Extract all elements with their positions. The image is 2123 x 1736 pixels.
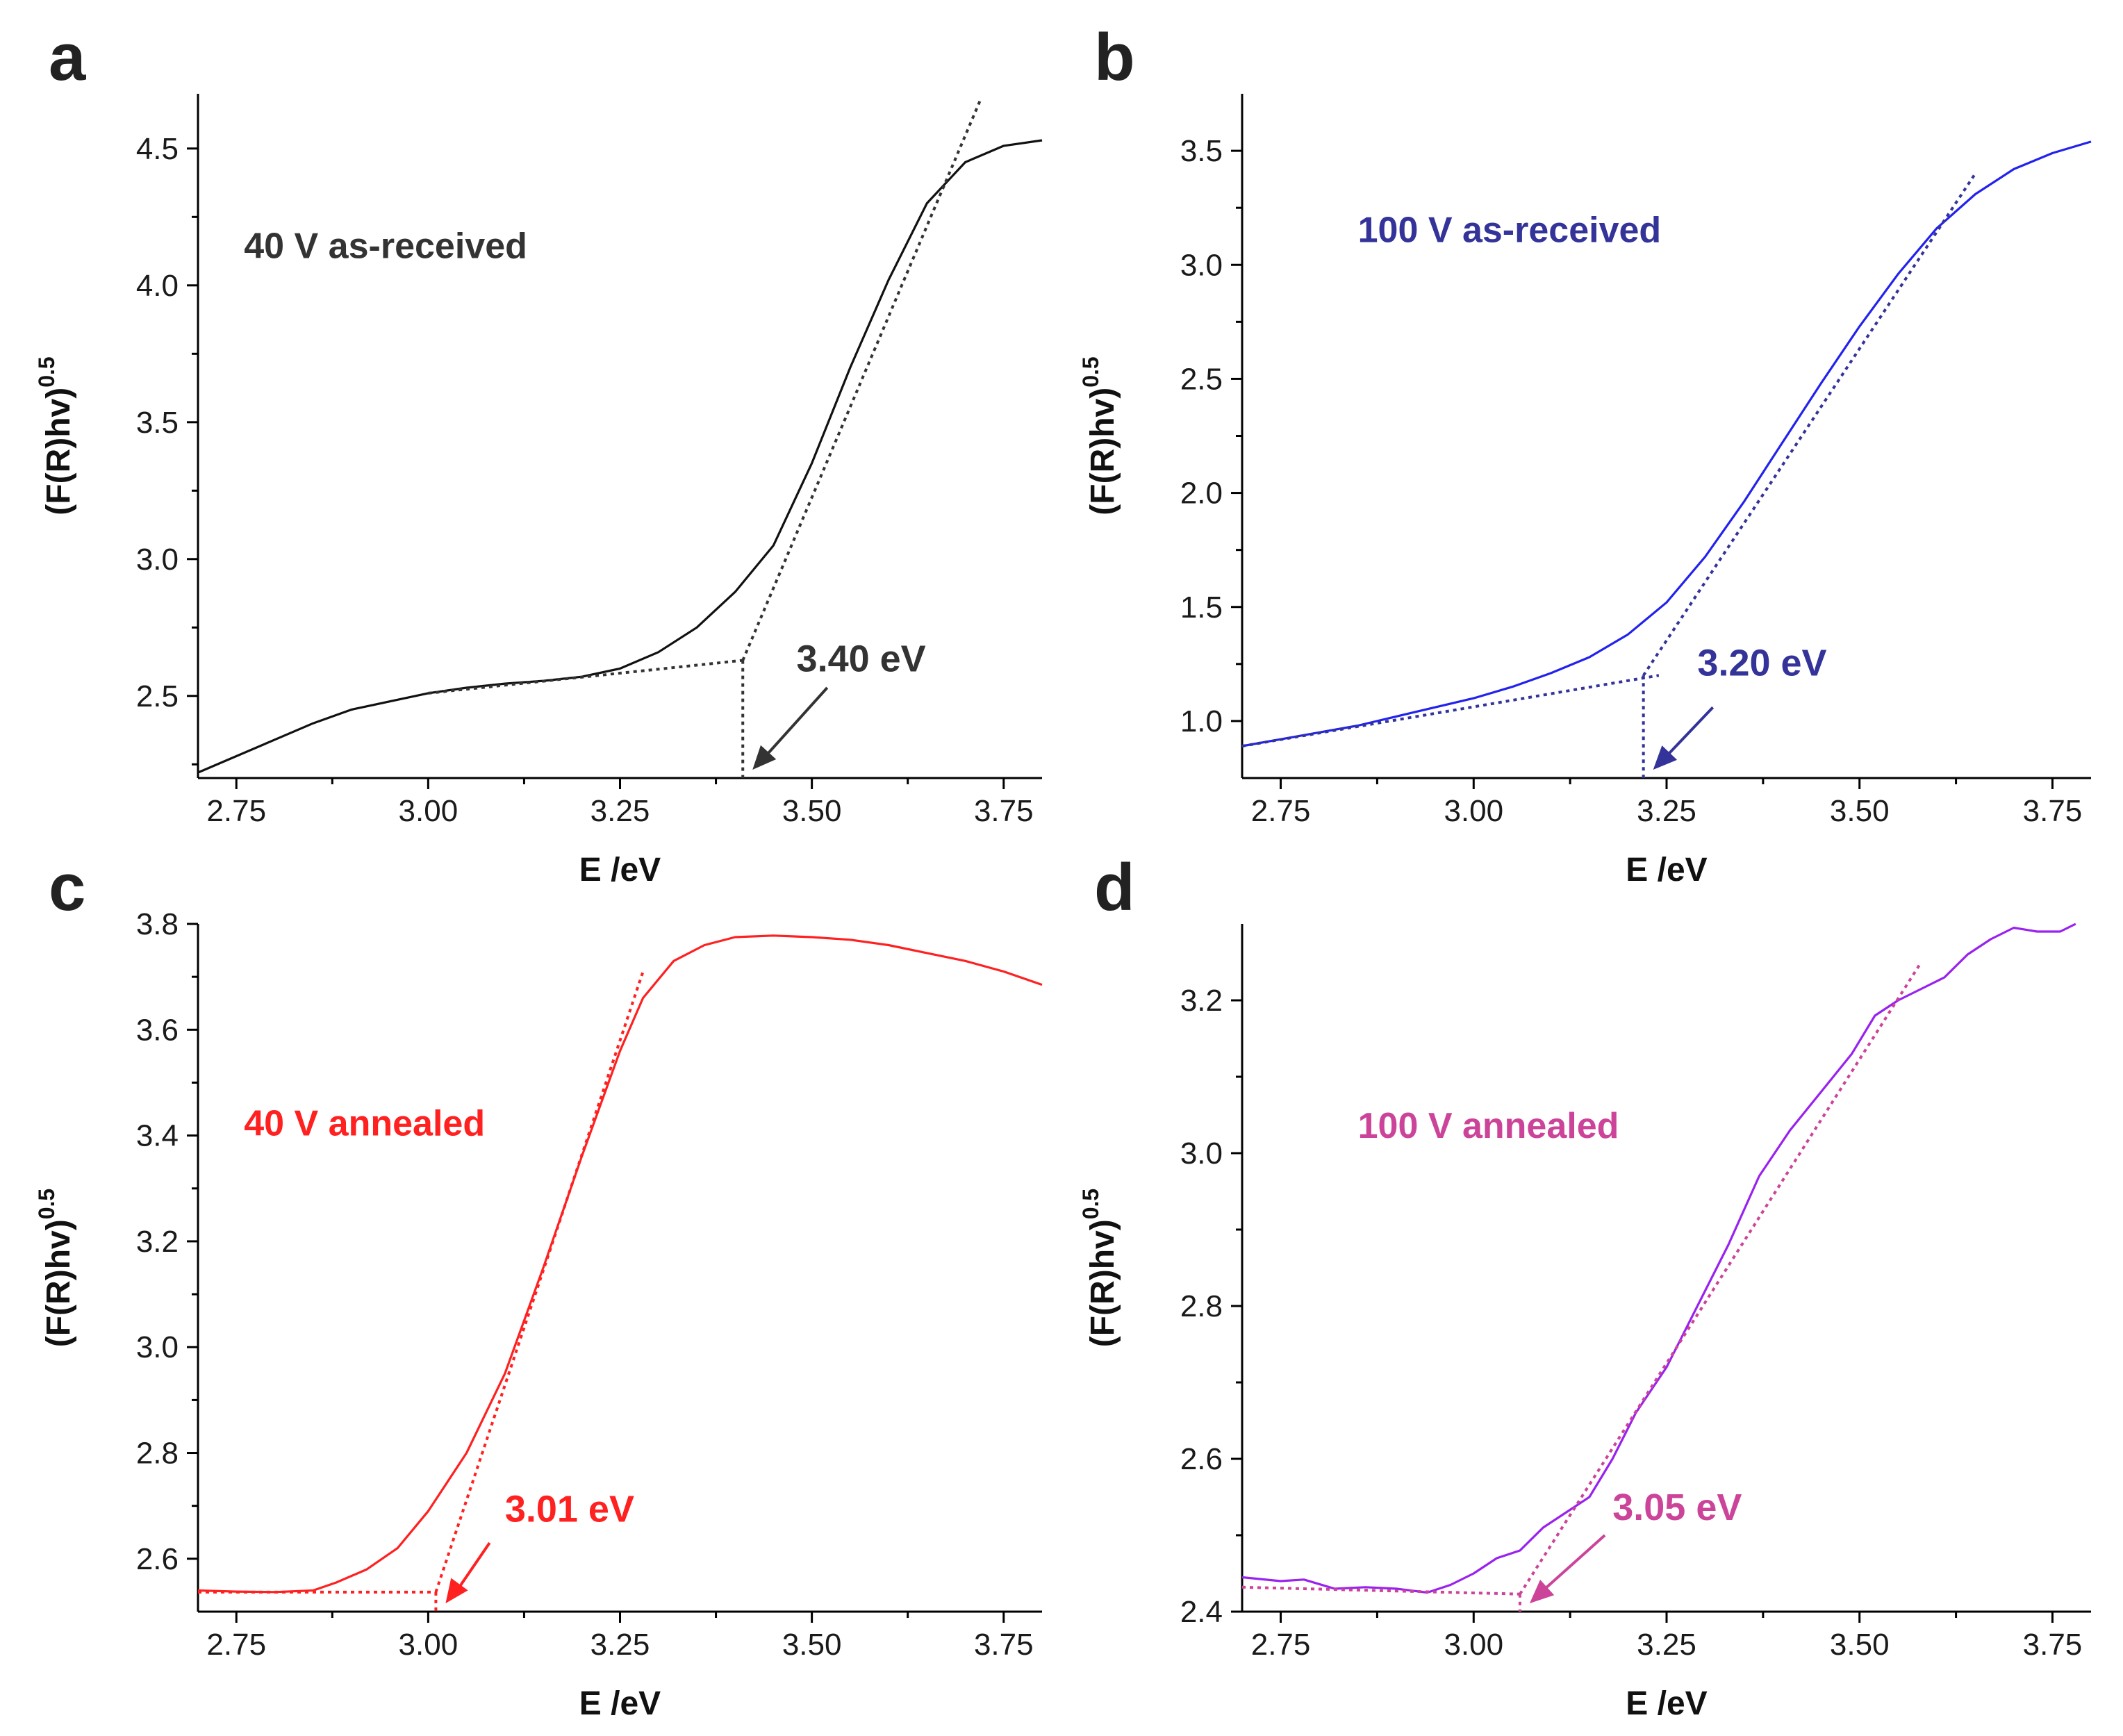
bandgap-value-label: 3.01 eV — [505, 1489, 634, 1530]
x-axis-label: E /eV — [1626, 1685, 1707, 1722]
sample-annotation: 40 V as-received — [244, 226, 527, 266]
x-tick-label: 3.75 — [974, 1628, 1034, 1662]
x-tick-label: 3.75 — [974, 794, 1034, 828]
bandgap-arrow-shaft — [1660, 706, 1715, 763]
y-tick-label: 3.6 — [136, 1013, 179, 1047]
panel-c: c 2.75 3.00 3.25 3.50 3.75 2.6 2.8 3.0 3.2 3.4 3.6 3… — [34, 850, 1043, 1722]
sample-annotation: 100 V as-received — [1358, 210, 1662, 250]
y-tick-label: 3.4 — [136, 1119, 179, 1153]
y-axis-label: (F(R)hv)0.5 — [34, 356, 77, 515]
y-tick-label: 2.4 — [1180, 1595, 1223, 1629]
bandgap-arrow-head — [1653, 745, 1678, 770]
panel-d: d 2.75 3.00 3.25 3.50 3.75 2.4 2.6 2.8 3.0 3.2 E /e… — [1078, 850, 2091, 1722]
tangent-fit-line — [1642, 172, 1977, 677]
x-tick-label: 3.25 — [590, 794, 650, 828]
y-axis-label: (F(R)hv)0.5 — [1078, 356, 1121, 515]
bandgap-value-label: 3.20 eV — [1697, 642, 1826, 684]
y-axis-label-main: (F(R)hv) — [40, 388, 77, 515]
data-series-line — [197, 139, 1043, 774]
tangent-fit-line — [1519, 961, 1923, 1595]
data-series-line — [197, 934, 1043, 1594]
y-tick-label: 3.5 — [136, 406, 179, 440]
x-tick-label: 3.50 — [782, 1628, 842, 1662]
y-tick-label: 2.6 — [136, 1542, 179, 1576]
y-tick-label: 2.5 — [1180, 362, 1223, 396]
panel-letter: c — [49, 850, 85, 925]
x-tick-label: 3.75 — [2023, 794, 2083, 828]
tangent-fit-line — [434, 970, 645, 1593]
y-axis-label-main: (F(R)hv) — [1084, 1219, 1121, 1347]
y-tick-label: 3.0 — [136, 543, 179, 577]
y-tick-label: 2.5 — [136, 679, 179, 713]
x-tick-label: 3.25 — [1637, 794, 1696, 828]
x-tick-label: 3.00 — [399, 1628, 459, 1662]
y-tick-label: 3.0 — [1180, 1136, 1223, 1171]
panel-letter: b — [1094, 20, 1135, 94]
y-tick-label: 4.0 — [136, 269, 179, 303]
y-axis-label-superscript: 0.5 — [1078, 356, 1103, 387]
y-tick-label: 1.0 — [1180, 704, 1223, 738]
x-axis-label: E /eV — [579, 852, 661, 888]
data-series-line — [1241, 140, 2092, 747]
x-axis-label: E /eV — [1626, 852, 1707, 888]
y-axis-label-main: (F(R)hv) — [40, 1219, 77, 1347]
x-tick-label: 3.00 — [399, 794, 459, 828]
bandgap-arrow-head — [752, 745, 777, 770]
sample-annotation: 100 V annealed — [1358, 1106, 1619, 1146]
x-tick-label: 3.25 — [1637, 1628, 1696, 1662]
y-axis-label-main: (F(R)hv) — [1084, 388, 1121, 515]
panel-letter: a — [49, 20, 86, 94]
y-tick-label: 2.8 — [1180, 1289, 1223, 1323]
y-tick-label: 2.8 — [136, 1437, 179, 1471]
baseline-fit-line — [1241, 674, 1660, 748]
y-tick-label: 3.8 — [136, 907, 179, 941]
y-axis-label-superscript: 0.5 — [1078, 1189, 1103, 1219]
tangent-fit-line — [741, 99, 982, 661]
y-axis-label: (F(R)hv)0.5 — [34, 1189, 77, 1347]
y-tick-label: 2.0 — [1180, 477, 1223, 511]
y-tick-label: 3.2 — [1180, 984, 1223, 1018]
x-tick-label: 3.25 — [590, 1628, 650, 1662]
y-axis-label-superscript: 0.5 — [34, 1189, 59, 1219]
x-tick-label: 2.75 — [206, 794, 266, 828]
bandgap-arrow-shaft — [759, 686, 829, 763]
x-tick-label: 3.75 — [2023, 1628, 2083, 1662]
x-tick-label: 3.00 — [1444, 794, 1503, 828]
panel-a: a 2.75 3.00 3.25 3.50 3.75 2.5 3.0 3.5 4.0 4.5 E /e… — [34, 20, 1043, 888]
x-tick-label: 2.75 — [206, 1628, 266, 1662]
x-axis-label: E /eV — [579, 1685, 661, 1722]
x-tick-label: 3.50 — [782, 794, 842, 828]
baseline-fit-line — [1241, 1585, 1520, 1596]
sample-annotation: 40 V annealed — [244, 1104, 485, 1144]
bandgap-value-label: 3.40 eV — [797, 638, 926, 679]
bandgap-value-label: 3.05 eV — [1612, 1487, 1742, 1528]
x-tick-label: 3.50 — [1830, 1628, 1890, 1662]
bandgap-arrow-head — [445, 1578, 468, 1603]
panel-letter: d — [1094, 850, 1135, 925]
x-tick-label: 2.75 — [1251, 1628, 1311, 1662]
data-series-line — [1241, 923, 2076, 1594]
bandgap-arrow-head — [1529, 1580, 1555, 1603]
y-tick-label: 3.2 — [136, 1225, 179, 1259]
x-tick-label: 3.50 — [1830, 794, 1890, 828]
y-tick-label: 3.5 — [1180, 134, 1223, 168]
y-tick-label: 3.0 — [1180, 248, 1223, 282]
bandgap-arrow-shaft — [1537, 1534, 1606, 1596]
y-axis-label: (F(R)hv)0.5 — [1078, 1189, 1121, 1347]
y-tick-label: 2.6 — [1180, 1442, 1223, 1476]
y-tick-label: 3.0 — [136, 1330, 179, 1364]
y-tick-label: 1.5 — [1180, 590, 1223, 625]
panel-b: b 2.75 3.00 3.25 3.50 3.75 1.0 1.5 2.0 2.5 3.0 3.5 E… — [1078, 20, 2092, 888]
y-tick-label: 4.5 — [136, 132, 179, 166]
y-axis-label-superscript: 0.5 — [34, 356, 59, 387]
x-tick-label: 2.75 — [1251, 794, 1311, 828]
x-tick-label: 3.00 — [1444, 1628, 1503, 1662]
